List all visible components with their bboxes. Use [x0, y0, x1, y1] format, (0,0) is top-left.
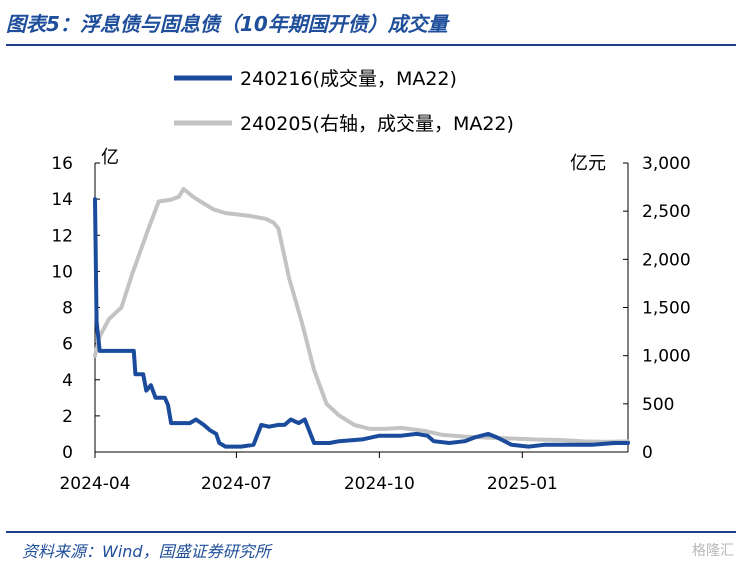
page-title: 图表5：浮息债与固息债（10年期国开债）成交量 — [6, 12, 448, 36]
series-line-gray — [93, 187, 630, 444]
right-tick-label: 2,500 — [642, 202, 691, 222]
left-tick-label: 2 — [62, 407, 73, 427]
legend-label: 240216(成交量，MA22) — [240, 68, 457, 90]
right-tick-label: 0 — [642, 443, 653, 463]
left-tick-label: 0 — [62, 443, 73, 463]
right-tick-label: 500 — [642, 395, 674, 415]
header-rule — [6, 44, 736, 46]
right-tick-label: 2,000 — [642, 250, 691, 270]
x-tick-label: 2024-07 — [201, 474, 272, 494]
left-tick-label: 14 — [51, 190, 73, 210]
left-tick-label: 12 — [51, 226, 73, 246]
left-tick-label: 10 — [51, 262, 73, 282]
chart-plot-area — [93, 187, 630, 449]
source-note: 资料来源：Wind，国盛证券研究所 — [22, 542, 271, 561]
right-tick-label: 1,500 — [642, 299, 691, 319]
left-tick-label: 4 — [62, 371, 73, 391]
left-axis-unit: 亿 — [101, 147, 119, 168]
right-axis-unit: 亿元 — [570, 153, 606, 174]
left-tick-label: 8 — [62, 299, 73, 319]
legend-label: 240205(右轴，成交量，MA22) — [240, 113, 514, 135]
chart-axes: 0 2 4 6 8 10 12 14 16 0 500 1,000 1,500 2,000 2,500 3,0… — [51, 147, 690, 494]
left-tick-label: 16 — [51, 154, 73, 174]
watermark: 格隆汇 — [692, 543, 734, 559]
right-tick-label: 3,000 — [642, 154, 691, 174]
x-tick-label: 2024-10 — [344, 474, 415, 494]
x-tick-label: 2024-04 — [59, 474, 130, 494]
left-tick-label: 6 — [62, 335, 73, 355]
series-line-blue — [93, 197, 630, 449]
x-tick-label: 2025-01 — [487, 474, 558, 494]
footer-rule — [6, 531, 736, 533]
right-tick-label: 1,000 — [642, 347, 691, 367]
chart-legend: 240216(成交量，MA22) 240205(右轴，成交量，MA22) — [174, 68, 514, 135]
